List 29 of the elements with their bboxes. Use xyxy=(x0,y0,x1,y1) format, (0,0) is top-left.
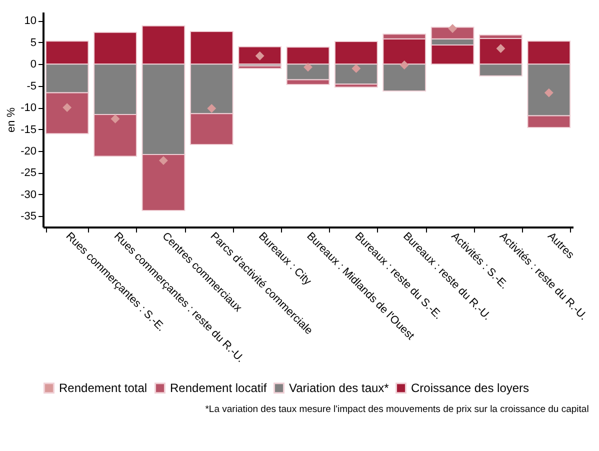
y-tick-label: -15 xyxy=(20,124,36,136)
point xyxy=(496,44,506,53)
legend-label: Croissance des loyers xyxy=(411,381,530,396)
legend-label: Rendement locatif xyxy=(170,381,268,396)
y-tick-label: 10 xyxy=(24,15,36,28)
point xyxy=(304,62,312,72)
y-tick-label: -30 xyxy=(20,188,36,201)
text: *La variation des taux mesure l'impact des mouvements de prix sur la croissance du capital xyxy=(205,404,589,415)
y-tick-label: -25 xyxy=(20,167,36,180)
point xyxy=(352,64,361,73)
y-tick-label: -35 xyxy=(20,210,36,223)
bar xyxy=(238,65,282,69)
point xyxy=(62,103,72,112)
point xyxy=(207,104,216,113)
y-tick-label: -10 xyxy=(20,102,36,114)
bar xyxy=(238,46,282,65)
y-axis-title: en % xyxy=(6,107,18,133)
y-tick-label: -5 xyxy=(26,80,36,92)
point xyxy=(255,51,264,60)
point xyxy=(448,24,458,33)
y-tick-label: 5 xyxy=(30,36,36,49)
point xyxy=(400,60,409,70)
point xyxy=(158,156,168,166)
point xyxy=(544,88,554,98)
legend-label: Variation des taux* xyxy=(289,381,390,396)
point xyxy=(110,114,120,124)
y-tick-label: 0 xyxy=(30,58,36,71)
legend-label: Rendement total xyxy=(59,381,148,396)
y-tick-label: -20 xyxy=(20,145,36,158)
